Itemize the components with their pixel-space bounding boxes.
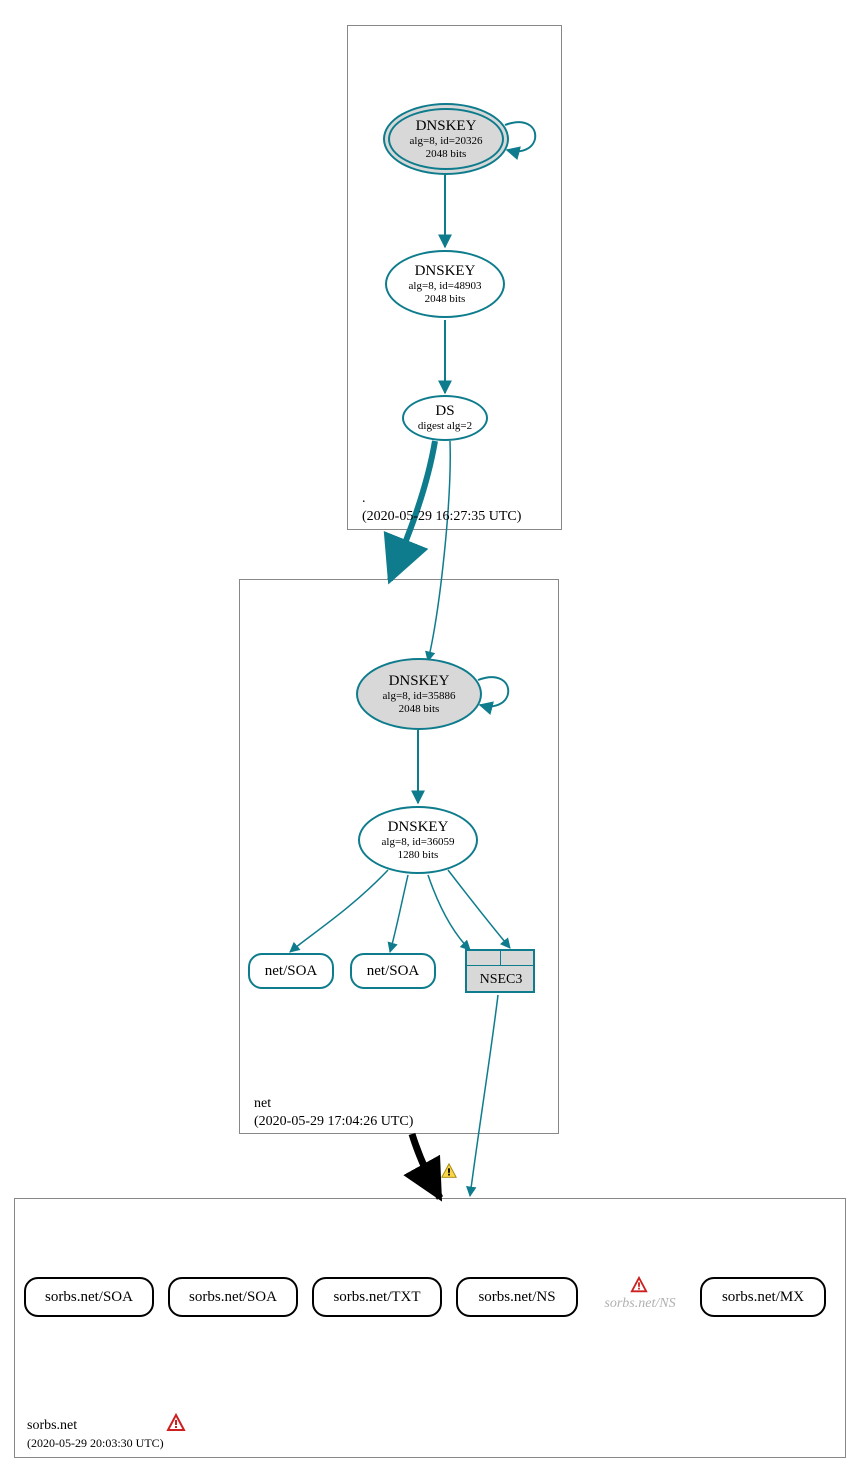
zone-sorbs-name: sorbs.net	[27, 1418, 77, 1433]
node-sorbs-soa2: sorbs.net/SOA	[168, 1277, 298, 1317]
net-zsk-alg: alg=8, id=36059	[382, 836, 455, 849]
node-net-ksk: DNSKEY alg=8, id=35886 2048 bits	[356, 658, 482, 730]
net-zsk-bits: 1280 bits	[398, 849, 439, 862]
zone-sorbs-ts: (2020-05-29 20:03:30 UTC)	[27, 1436, 164, 1450]
node-sorbs-ns: sorbs.net/NS	[456, 1277, 578, 1317]
sorbs-soa1-label: sorbs.net/SOA	[45, 1289, 133, 1306]
sorbs-txt-label: sorbs.net/TXT	[333, 1289, 420, 1306]
node-sorbs-txt: sorbs.net/TXT	[312, 1277, 442, 1317]
sorbs-ns-gray-label: sorbs.net/NS	[604, 1296, 675, 1311]
net-soa1-label: net/SOA	[265, 963, 318, 980]
node-root-ksk: DNSKEY alg=8, id=20326 2048 bits	[383, 103, 509, 175]
root-ds-alg: digest alg=2	[418, 420, 472, 433]
net-ksk-title: DNSKEY	[389, 673, 450, 690]
root-zsk-title: DNSKEY	[415, 263, 476, 280]
zone-sorbs-label: sorbs.net (2020-05-29 20:03:30 UTC)	[27, 1417, 164, 1453]
zone-root-ts: (2020-05-29 16:27:35 UTC)	[362, 509, 521, 524]
warn-icon-delegation	[440, 1162, 458, 1180]
net-nsec3-label: NSEC3	[480, 972, 523, 988]
sorbs-soa2-label: sorbs.net/SOA	[189, 1289, 277, 1306]
node-sorbs-soa1: sorbs.net/SOA	[24, 1277, 154, 1317]
net-soa2-label: net/SOA	[367, 963, 420, 980]
root-ksk-bits: 2048 bits	[426, 148, 467, 161]
root-ksk-alg: alg=8, id=20326	[410, 135, 483, 148]
node-root-zsk: DNSKEY alg=8, id=48903 2048 bits	[385, 250, 505, 318]
node-net-soa2: net/SOA	[350, 953, 436, 989]
root-ds-title: DS	[435, 403, 454, 420]
node-root-ds: DS digest alg=2	[402, 395, 488, 441]
root-zsk-alg: alg=8, id=48903	[409, 280, 482, 293]
warn-icon-ns	[630, 1276, 648, 1294]
net-zsk-title: DNSKEY	[388, 819, 449, 836]
sorbs-mx-label: sorbs.net/MX	[722, 1289, 804, 1306]
node-net-soa1: net/SOA	[248, 953, 334, 989]
node-net-zsk: DNSKEY alg=8, id=36059 1280 bits	[358, 806, 478, 874]
root-ksk-title: DNSKEY	[416, 118, 477, 135]
zone-net-ts: (2020-05-29 17:04:26 UTC)	[254, 1114, 413, 1129]
zone-root-label: . (2020-05-29 16:27:35 UTC)	[362, 490, 521, 526]
zone-net-name: net	[254, 1096, 271, 1111]
node-net-nsec3: NSEC3	[465, 949, 535, 993]
node-sorbs-ns-gray: sorbs.net/NS	[594, 1278, 686, 1312]
node-sorbs-mx: sorbs.net/MX	[700, 1277, 826, 1317]
net-ksk-bits: 2048 bits	[399, 703, 440, 716]
warn-icon-zone	[166, 1413, 184, 1431]
zone-net-label: net (2020-05-29 17:04:26 UTC)	[254, 1095, 413, 1131]
sorbs-ns-label: sorbs.net/NS	[478, 1289, 555, 1306]
zone-root-dot: .	[362, 491, 366, 506]
root-zsk-bits: 2048 bits	[425, 293, 466, 306]
net-ksk-alg: alg=8, id=35886	[383, 690, 456, 703]
